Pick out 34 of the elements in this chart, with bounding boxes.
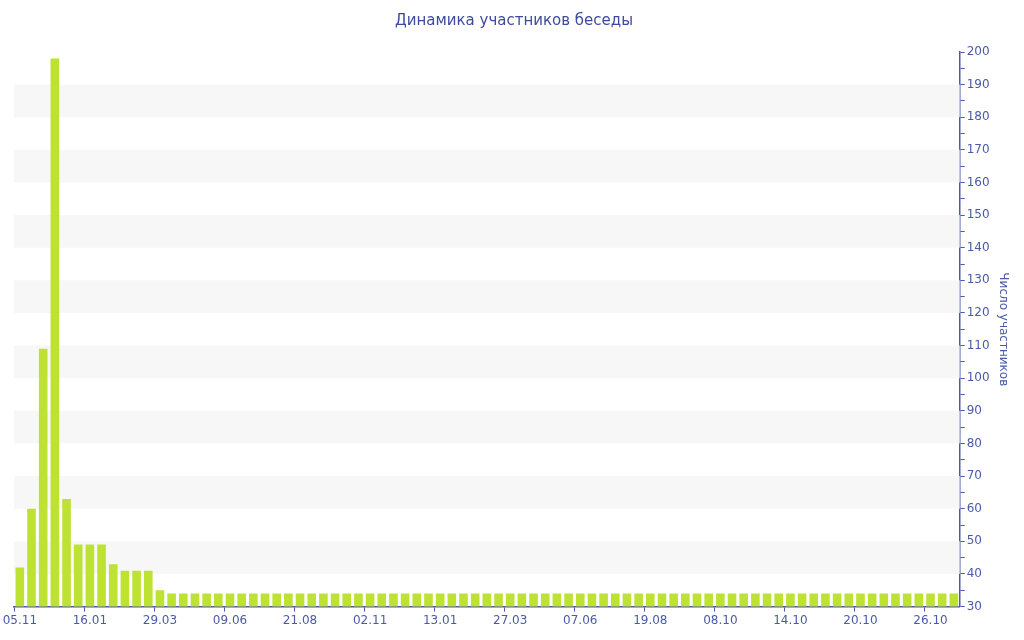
y-tick-label: 190 xyxy=(966,76,990,91)
x-tick-label: 20.10 xyxy=(843,612,878,627)
chart-title: Динамика участников беседы xyxy=(394,10,634,29)
y-tick-label: 200 xyxy=(966,44,990,59)
x-tick-label: 26.10 xyxy=(913,612,948,627)
y-tick-label: 90 xyxy=(966,402,982,417)
x-tick-label: 09.06 xyxy=(212,612,248,627)
x-tick-label: 19.08 xyxy=(633,612,668,627)
x-tick-label: 08.10 xyxy=(703,612,738,627)
y-tick-label: 70 xyxy=(966,468,982,483)
y-tick-label: 30 xyxy=(966,598,982,613)
y-tick-label: 150 xyxy=(966,207,990,222)
x-tick-label: 13.01 xyxy=(422,612,458,627)
y-tick-label: 120 xyxy=(966,305,990,320)
y-tick-label: 60 xyxy=(966,500,982,515)
x-tick-label: 16.01 xyxy=(72,612,108,627)
y-tick-label: 110 xyxy=(966,337,990,352)
y-tick-label: 80 xyxy=(966,435,982,450)
y-tick-label: 50 xyxy=(966,533,982,548)
x-tick-label: 27.03 xyxy=(493,612,528,627)
x-tick-label: 29.03 xyxy=(142,612,178,627)
y-tick-label: 130 xyxy=(966,272,990,287)
x-tick-label: 07.06 xyxy=(563,612,598,627)
y-axis-title: Число участников xyxy=(996,272,1011,387)
y-tick-label: 140 xyxy=(966,239,990,254)
x-tick-label: 05.11 xyxy=(2,612,38,627)
x-tick-label: 14.10 xyxy=(773,612,808,627)
x-tick-label: 21.08 xyxy=(282,612,318,627)
y-tick-label: 100 xyxy=(966,370,990,385)
y-tick-label: 160 xyxy=(966,174,990,189)
y-tick-label: 40 xyxy=(966,566,982,581)
y-tick-label: 180 xyxy=(966,109,990,124)
x-tick-label: 02.11 xyxy=(352,612,388,627)
y-tick-label: 170 xyxy=(966,142,990,156)
